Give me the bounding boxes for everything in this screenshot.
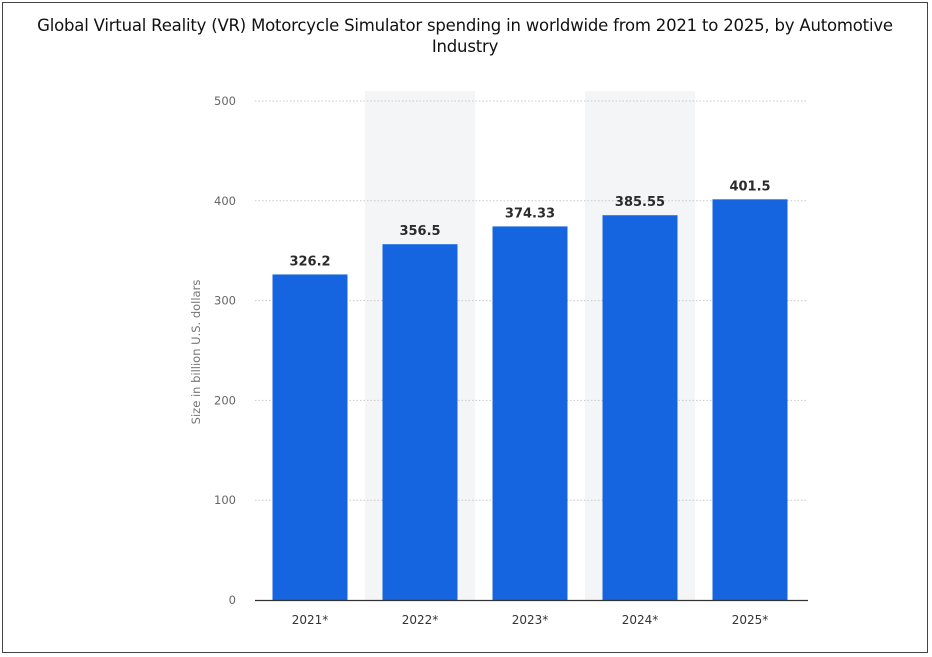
y-tick-label: 500 [214,94,236,108]
y-axis-ticks: 0 100 200 300 400 500 [214,94,236,607]
x-tick-label: 2024* [622,613,659,627]
bars [272,199,788,601]
x-tick-label: 2021* [292,613,329,627]
y-tick-label: 300 [214,294,236,308]
bar [382,244,458,600]
bar [272,274,348,600]
x-tick-label: 2022* [402,613,439,627]
data-label: 385.55 [615,195,665,210]
x-tick-label: 2025* [732,613,769,627]
bar [602,215,678,600]
y-tick-label: 400 [214,194,236,208]
value-labels: 326.2 356.5 374.33 385.55 401.5 [289,179,770,269]
data-label: 401.5 [729,179,770,194]
bar [712,199,788,601]
x-tick-label: 2023* [512,613,549,627]
chart-title: Global Virtual Reality (VR) Motorcycle S… [37,16,893,56]
bar [492,226,568,601]
data-label: 374.33 [505,206,555,221]
y-axis-label: Size in billion U.S. dollars [189,280,203,425]
data-label: 356.5 [399,224,440,239]
y-tick-label: 0 [229,593,236,607]
x-axis-ticks: 2021* 2022* 2023* 2024* 2025* [292,613,769,627]
data-label: 326.2 [289,254,330,269]
y-tick-label: 200 [214,393,236,407]
y-tick-label: 100 [214,493,236,507]
